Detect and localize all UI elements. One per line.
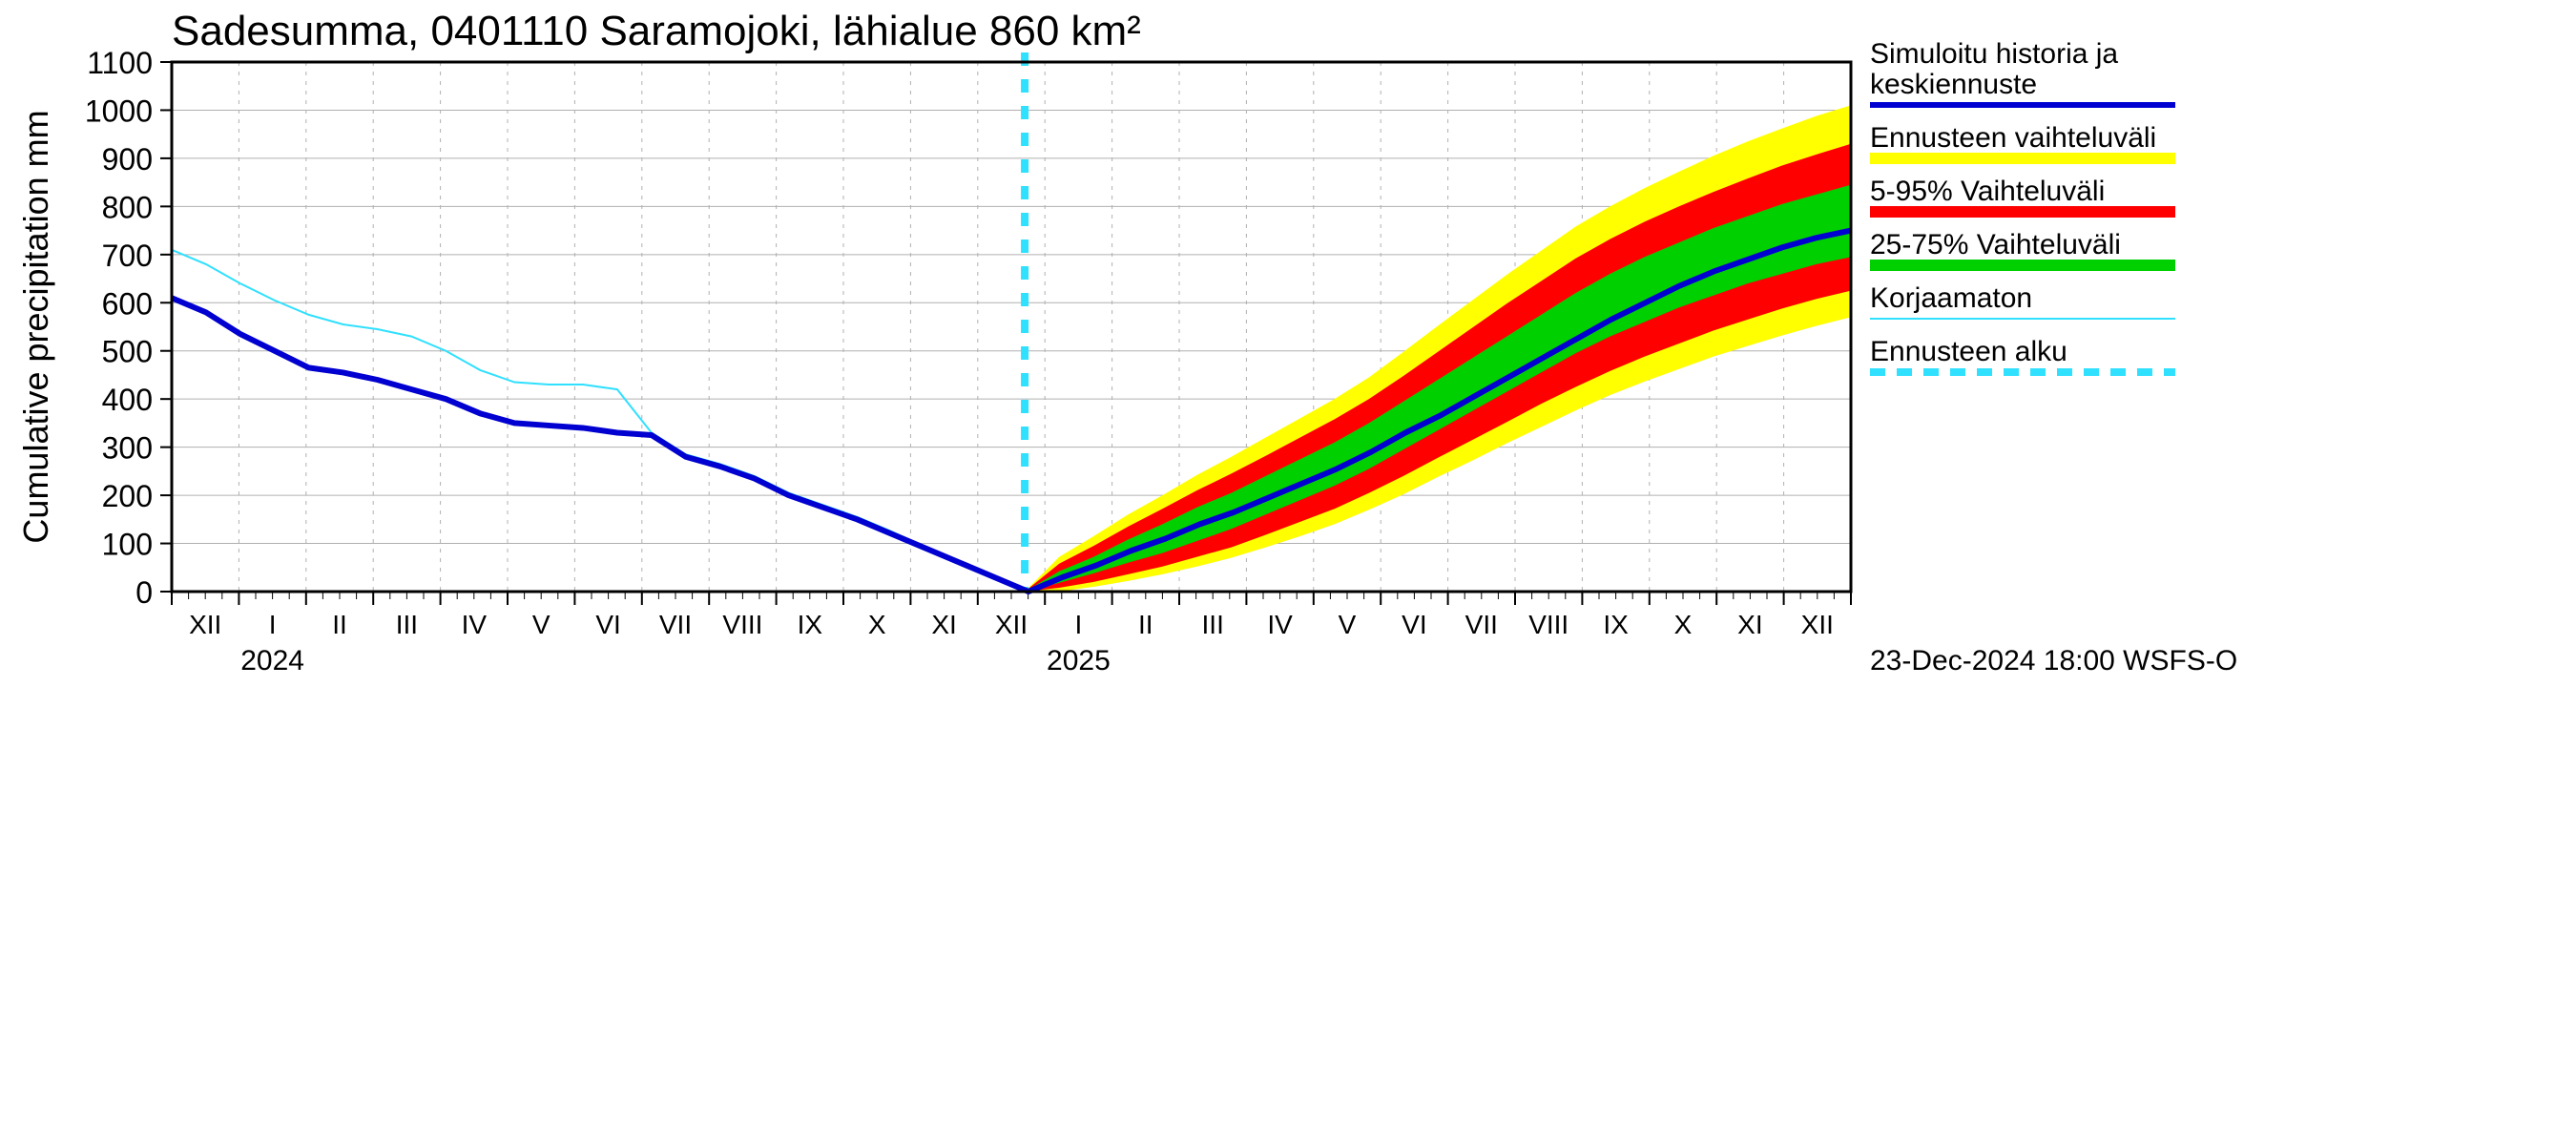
chart-svg: 010020030040050060070080090010001100XIII… [0,0,2576,1145]
x-month-label: III [1202,610,1224,639]
x-month-label: X [1674,610,1693,639]
x-month-label: VII [1465,610,1498,639]
legend-label: Ennusteen alku [1870,336,2067,367]
y-tick-label: 600 [102,286,153,321]
x-month-label: I [269,610,277,639]
y-tick-label: 700 [102,239,153,273]
legend-label: keskiennuste [1870,69,2037,100]
x-year-label: 2024 [240,645,304,677]
x-month-label: II [332,610,347,639]
y-tick-label: 100 [102,528,153,562]
y-tick-label: 1000 [85,94,153,128]
footer-timestamp: 23-Dec-2024 18:00 WSFS-O [1870,645,2237,677]
y-tick-label: 800 [102,190,153,224]
x-month-label: VIII [722,610,762,639]
y-tick-label: 900 [102,142,153,177]
x-month-label: XII [189,610,221,639]
x-month-label: IX [798,610,823,639]
x-month-label: I [1075,610,1083,639]
x-month-label: V [532,610,551,639]
chart-title: Sadesumma, 0401110 Saramojoki, lähialue … [172,8,1141,54]
y-tick-label: 0 [135,575,153,610]
legend-label: Ennusteen vaihteluväli [1870,122,2156,154]
x-month-label: VI [1402,610,1426,639]
x-month-label: IV [462,610,488,639]
legend-label: Korjaamaton [1870,282,2032,314]
y-axis-label: Cumulative precipitation mm [16,110,55,543]
x-month-label: XI [1737,610,1762,639]
y-tick-label: 400 [102,383,153,417]
y-tick-label: 300 [102,431,153,466]
x-month-label: II [1138,610,1153,639]
x-month-label: VI [595,610,620,639]
y-tick-label: 500 [102,335,153,369]
x-month-label: IX [1603,610,1629,639]
x-month-label: V [1339,610,1357,639]
legend-label: 5-95% Vaihteluväli [1870,176,2105,207]
x-month-label: VIII [1528,610,1568,639]
x-month-label: XII [1801,610,1834,639]
x-month-label: X [868,610,886,639]
legend-label: Simuloitu historia ja [1870,38,2118,70]
x-month-label: III [396,610,418,639]
x-month-label: VII [659,610,692,639]
y-tick-label: 200 [102,479,153,513]
x-year-label: 2025 [1047,645,1111,677]
x-month-label: XII [995,610,1028,639]
y-tick-label: 1100 [87,46,153,80]
x-month-label: IV [1267,610,1293,639]
x-month-label: XI [931,610,956,639]
legend-label: 25-75% Vaihteluväli [1870,229,2121,260]
chart-root: 010020030040050060070080090010001100XIII… [0,0,2576,1145]
